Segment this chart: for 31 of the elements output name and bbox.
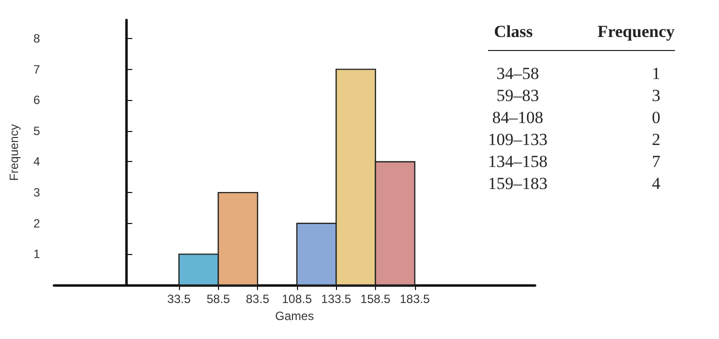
annotation: 34–58 <box>496 63 540 85</box>
x-tick-label: 158.5 <box>360 292 391 306</box>
text: 3 <box>650 85 662 107</box>
text: 0 <box>650 107 662 129</box>
text: 7 <box>650 151 662 173</box>
x-tick-label: 133.5 <box>321 292 352 306</box>
annotation: 134–158 <box>488 151 548 173</box>
annotation: Class <box>488 22 598 50</box>
x-tick-label: 83.5 <box>246 292 270 306</box>
y-tick-label: 6 <box>33 93 40 108</box>
annotation: 84–108 <box>491 107 544 129</box>
y-tick-label: 2 <box>33 216 40 230</box>
text: Frequency <box>598 22 675 50</box>
y-tick-label: 5 <box>33 124 40 138</box>
x-tick-label: 33.5 <box>167 292 191 306</box>
x-tick-label: 183.5 <box>400 292 430 306</box>
x-tick-label: 58.5 <box>206 292 230 306</box>
y-tick-label: 1 <box>33 247 40 262</box>
y-tick-label: 7 <box>33 62 40 76</box>
annotation: 59–83 <box>496 85 540 107</box>
y-tick-label: 4 <box>33 154 40 169</box>
y-axis-title: Frequency <box>7 124 21 181</box>
text: 1 <box>650 63 662 85</box>
y-tick-label: 3 <box>33 186 40 200</box>
x-axis-title: Games <box>275 308 314 323</box>
y-tick-label: 8 <box>33 31 40 46</box>
text: 4 <box>650 173 662 195</box>
annotation: 109–133 <box>488 129 548 151</box>
annotation: 159–183 <box>488 173 548 195</box>
x-tick-label: 108.5 <box>282 292 312 306</box>
text: 2 <box>650 129 662 151</box>
